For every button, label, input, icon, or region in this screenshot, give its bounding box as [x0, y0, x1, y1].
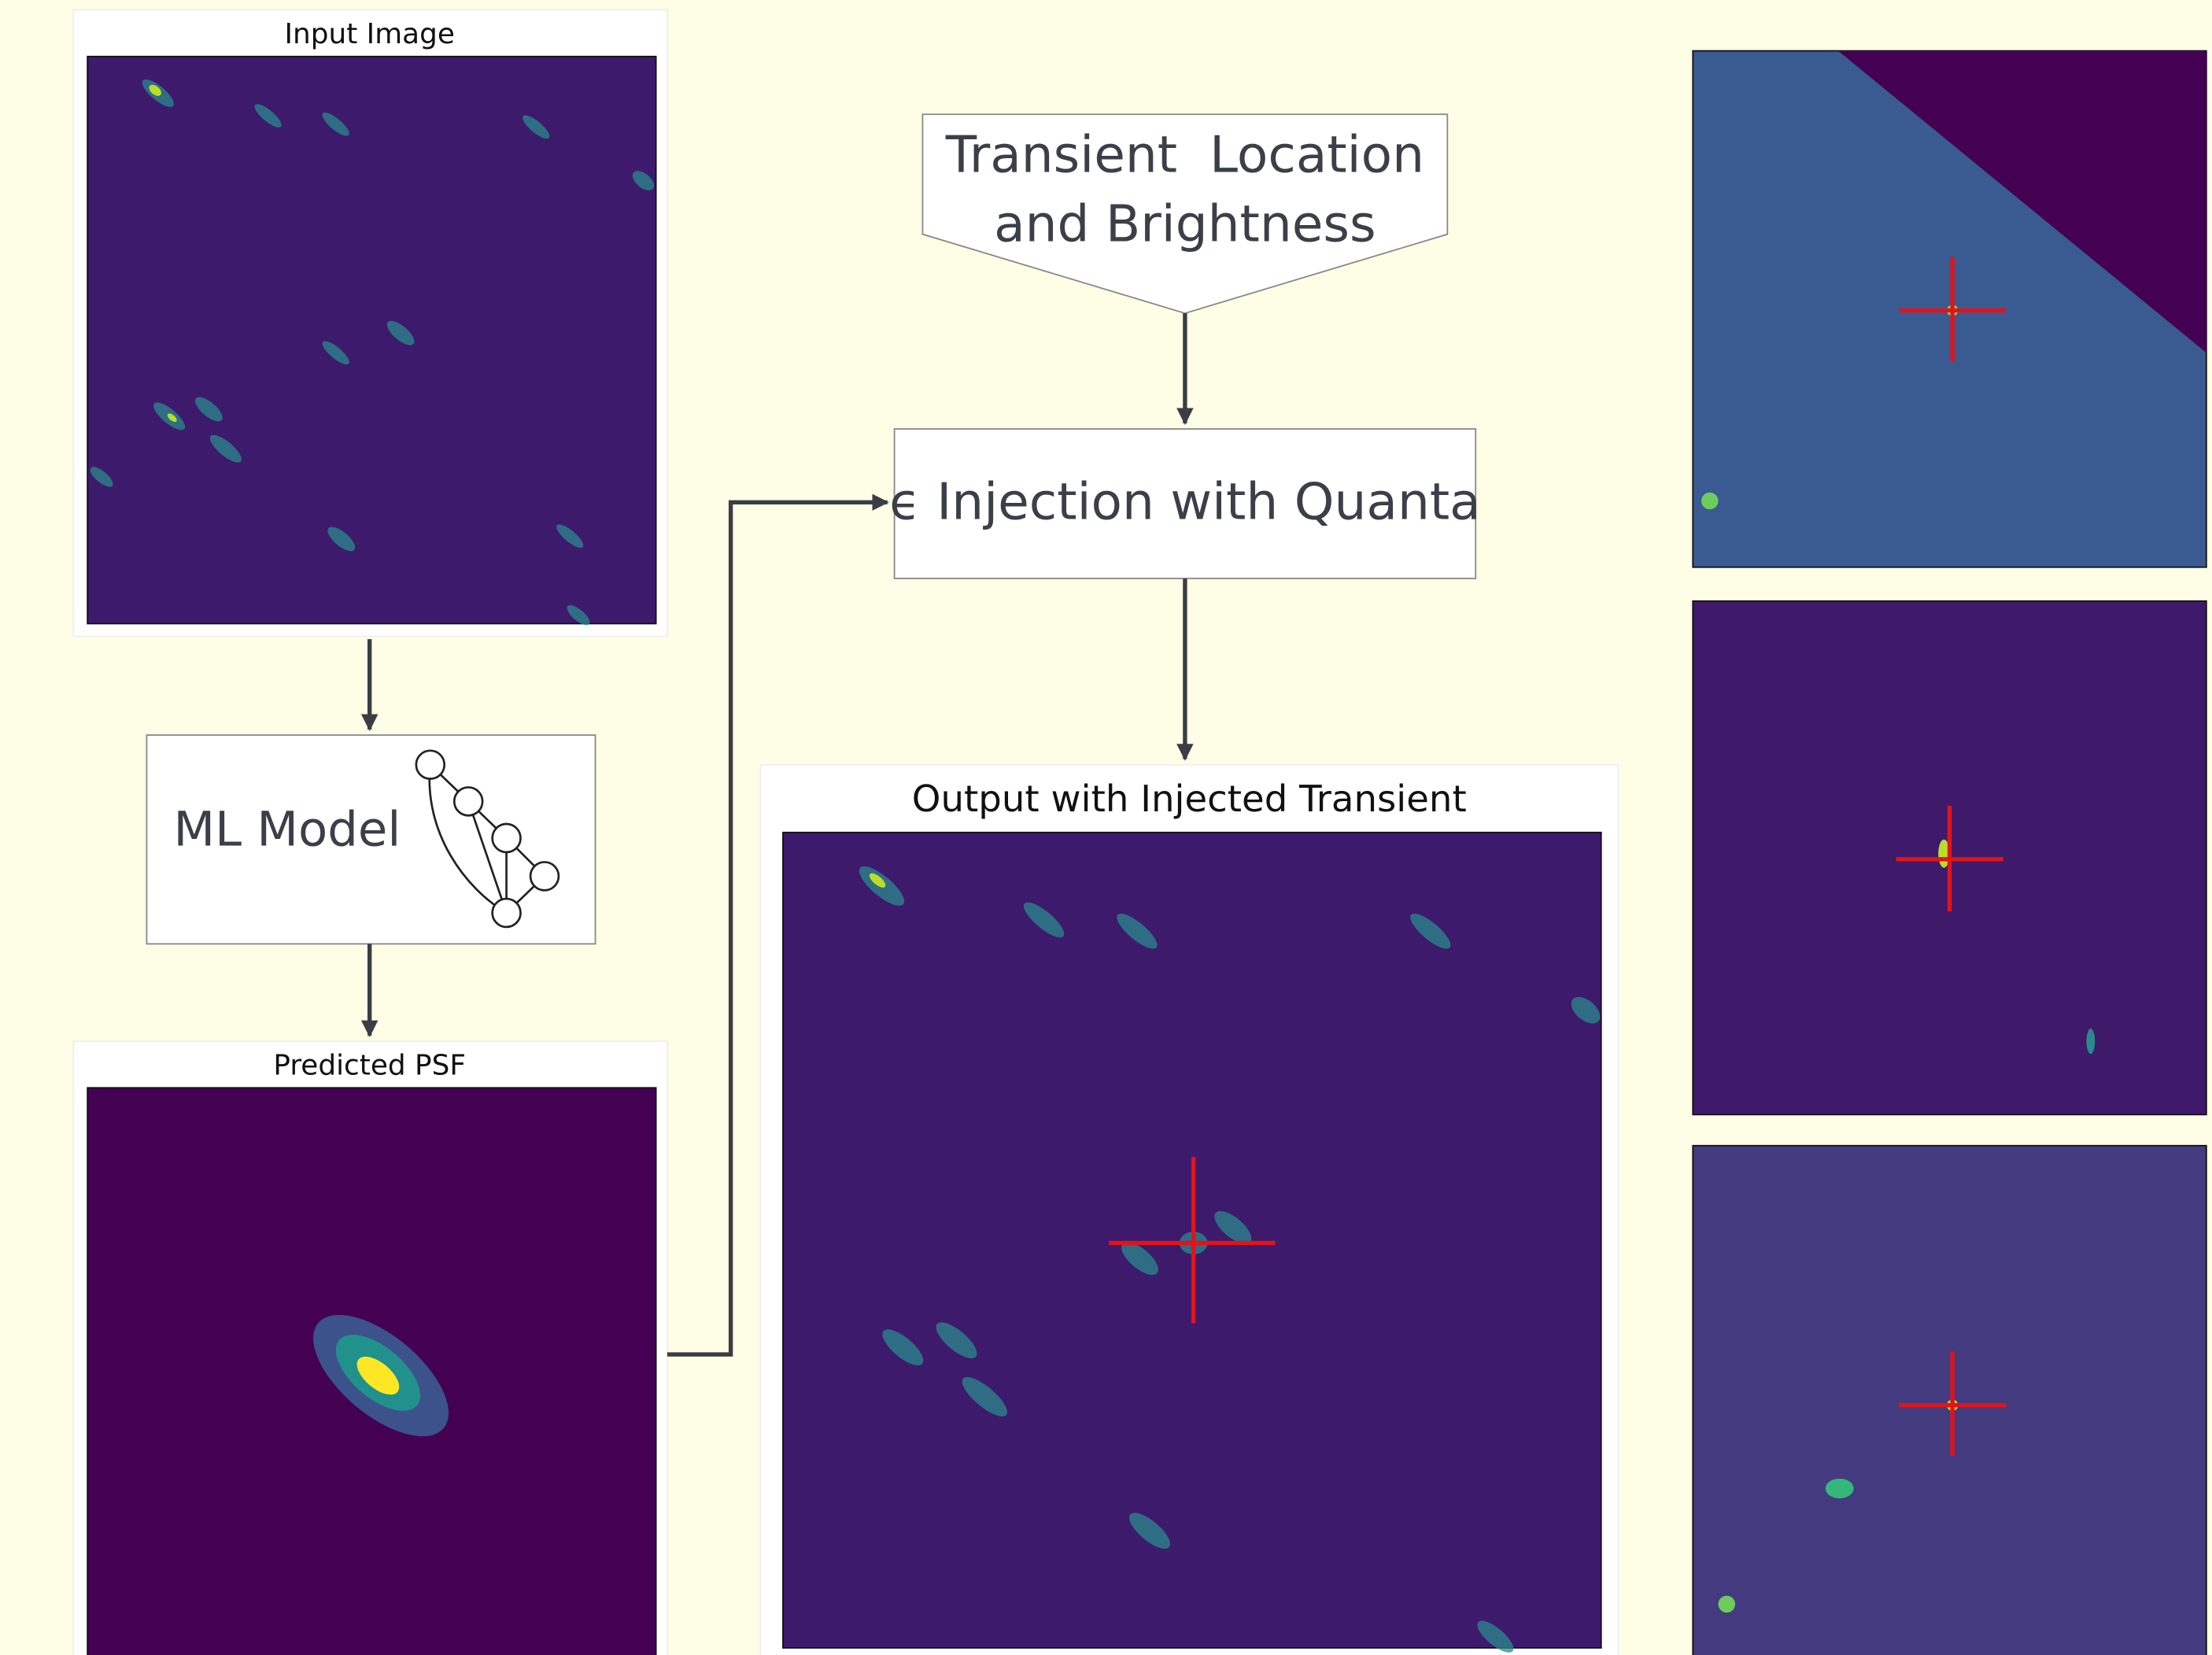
box-label: Transient Location [945, 125, 1424, 184]
output-panel: Output with Injected Transient [760, 765, 1618, 1655]
psf-panel: Predicted PSF [73, 1041, 667, 1655]
example-image [1693, 601, 2206, 1115]
input-panel: Input Image [73, 10, 667, 637]
diagram: Input Image ML Model [0, 0, 2212, 1655]
star [1701, 493, 1719, 510]
injection-box: ϵ Injection with Quanta [889, 429, 1481, 578]
panel-title: Input Image [284, 18, 454, 50]
star [1719, 1596, 1736, 1613]
box-label: ML Model [174, 801, 401, 857]
box-label: ϵ Injection with Quanta [889, 472, 1481, 531]
box-label: and Brightness [994, 194, 1376, 253]
panel-title: Predicted PSF [273, 1049, 466, 1081]
example-image [1693, 51, 2206, 567]
star [1826, 1479, 1854, 1498]
image [1693, 1146, 2206, 1655]
panel-title: Output with Injected Transient [912, 778, 1467, 820]
model-box: ML Model [146, 735, 595, 944]
star [2086, 1029, 2095, 1054]
example-image [1693, 1146, 2206, 1655]
